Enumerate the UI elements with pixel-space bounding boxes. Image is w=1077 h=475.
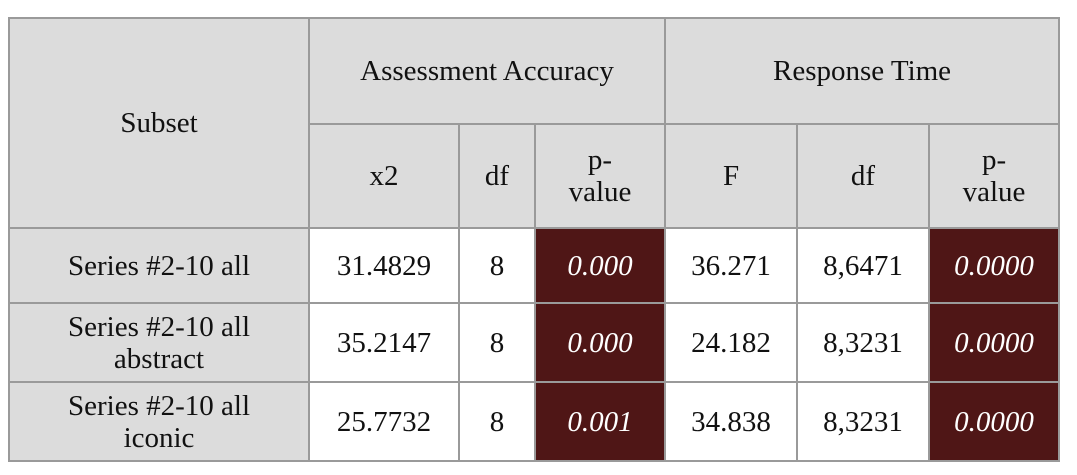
col-header-rt-df: df <box>796 123 931 229</box>
results-table: Subset Assessment Accuracy Response Time… <box>8 17 1061 462</box>
subset-header: Subset <box>8 17 310 229</box>
table-row: Series #2-10 all iconic 25.7732 8 0.001 … <box>8 381 1061 462</box>
results-table-container: Subset Assessment Accuracy Response Time… <box>8 17 1061 462</box>
cell-aa-p-value: 0.000 <box>533 227 667 304</box>
cell-aa-x2: 35.2147 <box>308 302 460 383</box>
cell-rt-df: 8,3231 <box>796 381 931 462</box>
cell-aa-df: 8 <box>458 302 536 383</box>
cell-aa-df: 8 <box>458 227 536 304</box>
cell-rt-p-value: 0.0000 <box>928 381 1061 462</box>
col-header-x2: x2 <box>308 123 460 229</box>
header-row-groups: Subset Assessment Accuracy Response Time <box>8 17 1061 229</box>
header-row-columns: x2 df p- value F df p- value <box>9 123 1061 229</box>
cell-rt-f: 24.182 <box>664 302 799 383</box>
cell-rt-f: 36.271 <box>664 227 799 304</box>
cell-rt-df: 8,6471 <box>796 227 931 304</box>
row-subset-label: Series #2-10 all <box>8 227 310 304</box>
cell-rt-p-value: 0.0000 <box>928 302 1061 383</box>
row-subset-label: Series #2-10 all abstract <box>8 302 310 383</box>
cell-aa-df: 8 <box>458 381 536 462</box>
cell-aa-x2: 31.4829 <box>308 227 460 304</box>
cell-aa-x2: 25.7732 <box>308 381 460 462</box>
cell-rt-df: 8,3231 <box>796 302 931 383</box>
col-header-aa-p-value: p- value <box>533 123 667 229</box>
cell-rt-p-value: 0.0000 <box>928 227 1061 304</box>
cell-rt-f: 34.838 <box>664 381 799 462</box>
group-header-response-time: Response Time <box>664 17 1061 125</box>
table-row: Series #2-10 all 31.4829 8 0.000 36.271 … <box>8 227 1061 304</box>
col-header-aa-df: df <box>458 123 536 229</box>
col-header-f: F <box>664 123 799 229</box>
col-header-rt-p-value: p- value <box>928 123 1061 229</box>
row-subset-label: Series #2-10 all iconic <box>8 381 310 462</box>
table-row: Series #2-10 all abstract 35.2147 8 0.00… <box>8 302 1061 383</box>
cell-aa-p-value: 0.000 <box>533 302 667 383</box>
group-header-assessment-accuracy: Assessment Accuracy <box>307 17 667 125</box>
cell-aa-p-value: 0.001 <box>533 381 667 462</box>
